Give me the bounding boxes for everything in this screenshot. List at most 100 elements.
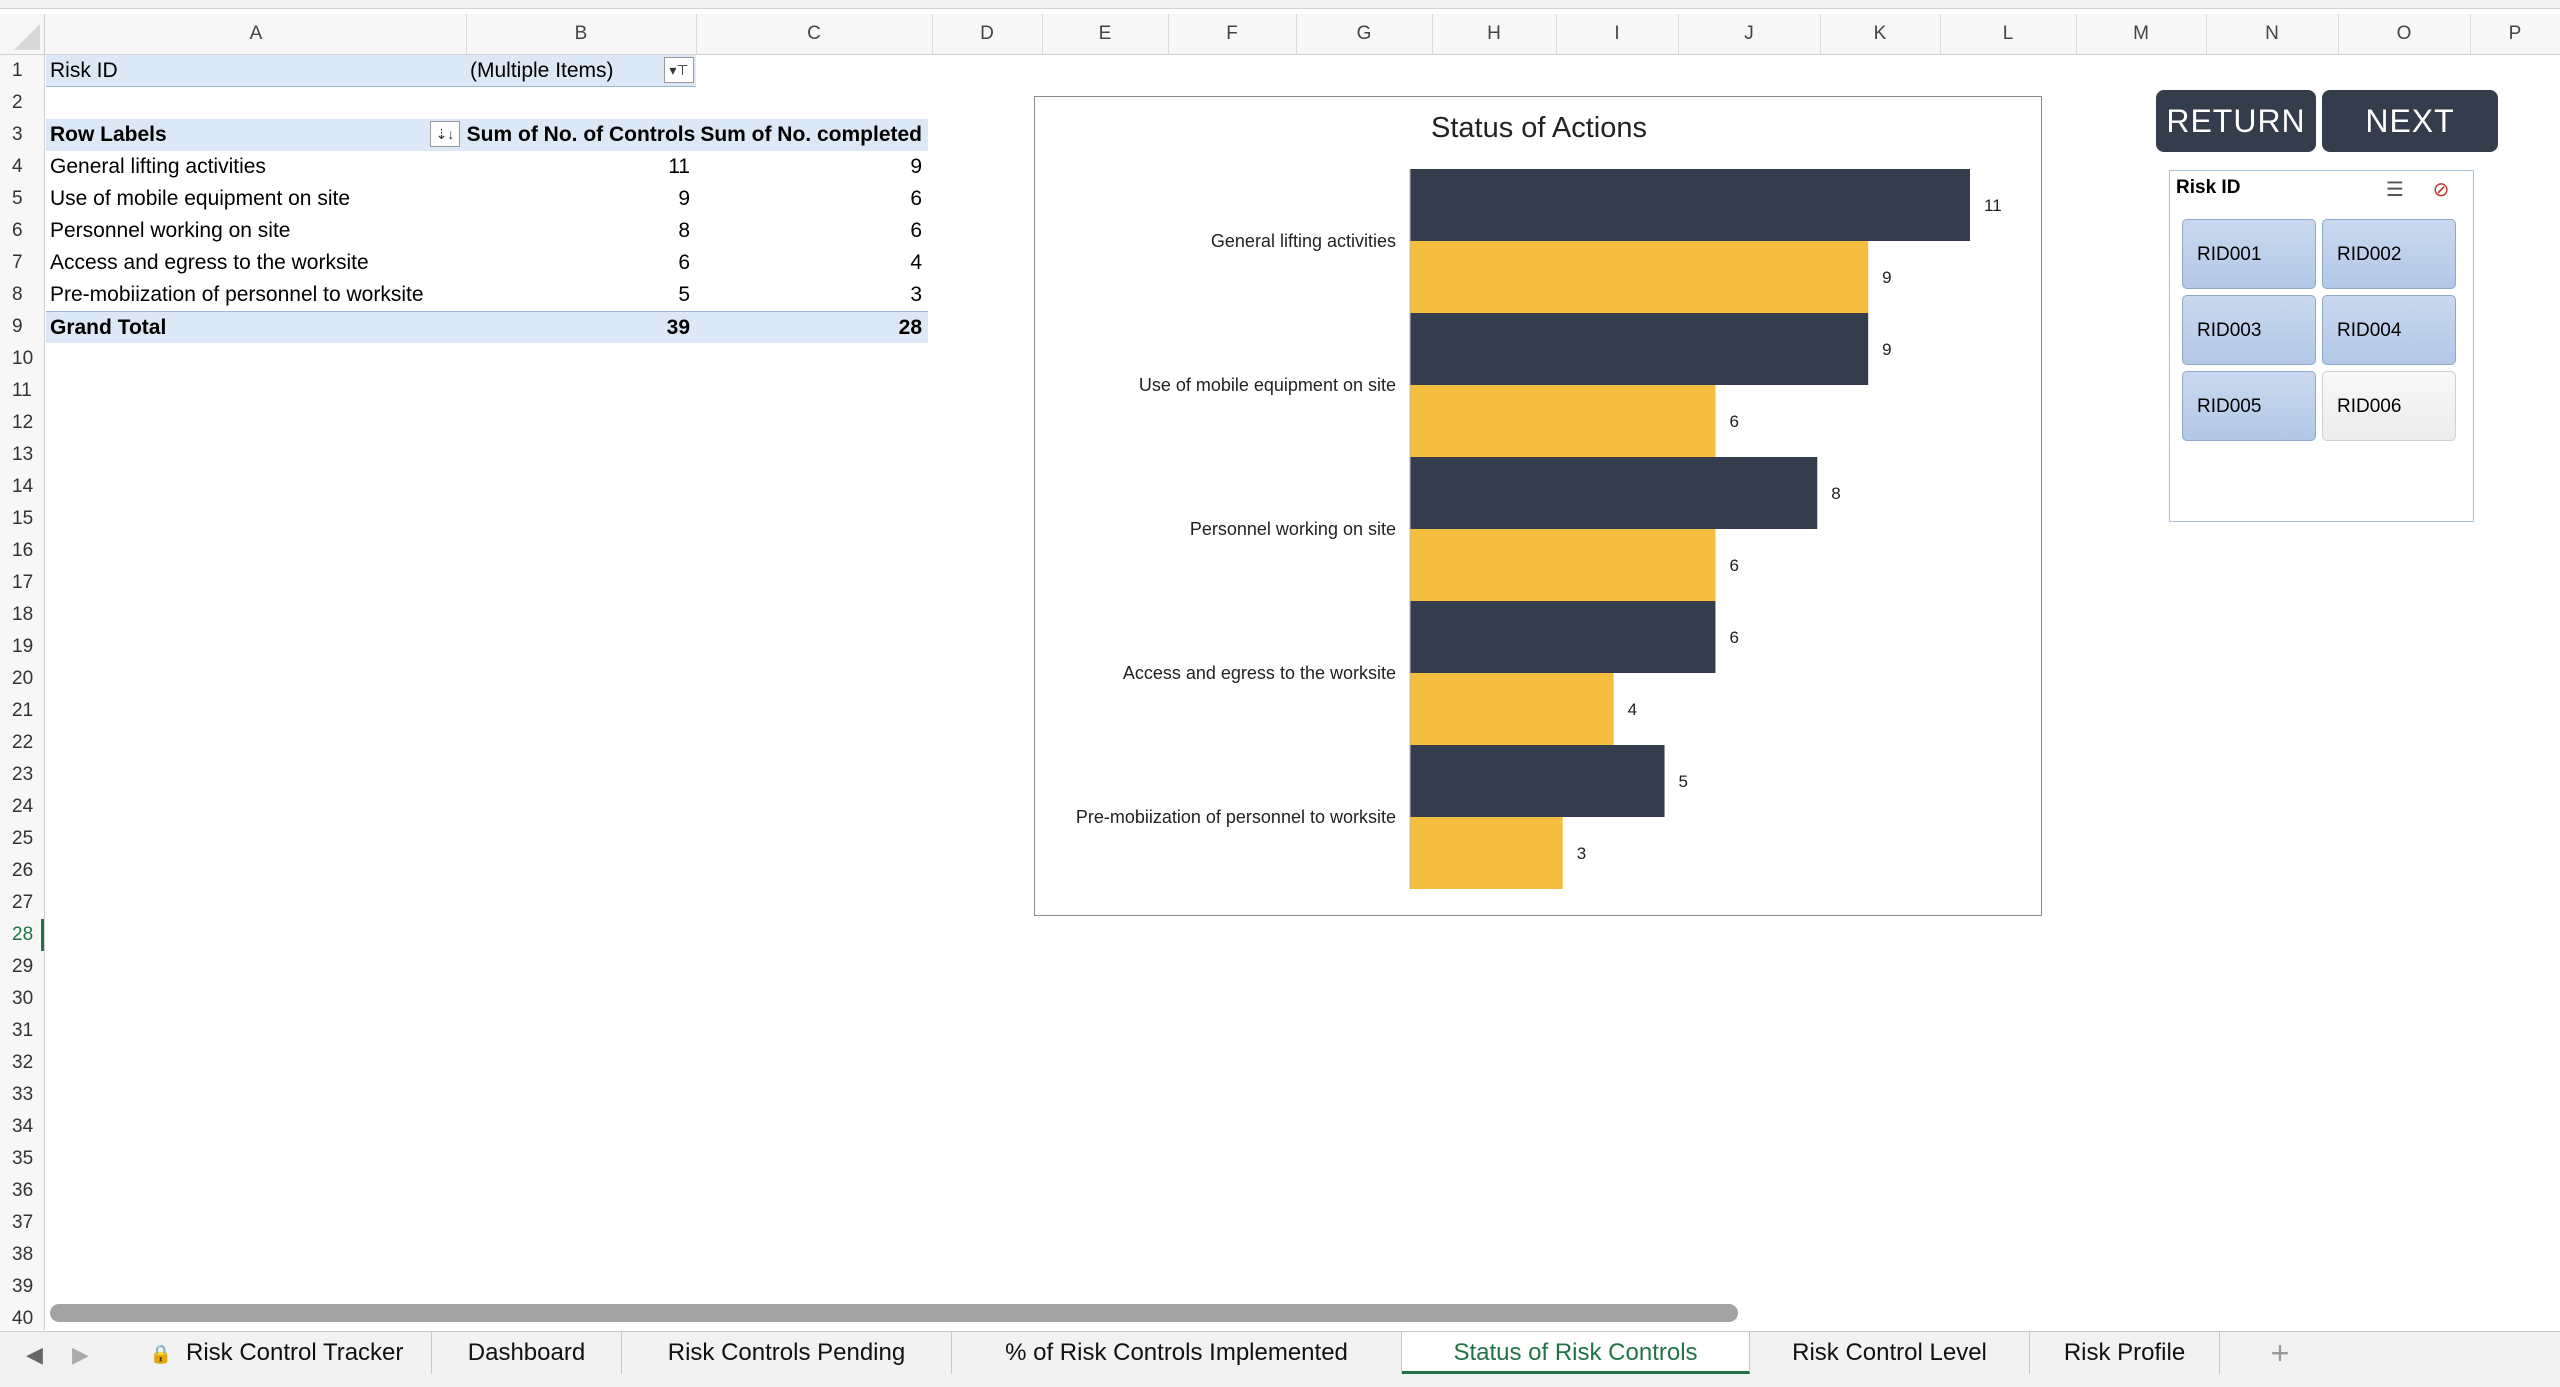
sheet-tab-risk-control-tracker[interactable]: 🔒 Risk Control Tracker: [122, 1332, 432, 1374]
row-header-31[interactable]: 31: [12, 1020, 34, 1041]
chart-bar[interactable]: [1410, 241, 1869, 313]
row-header-13[interactable]: 13: [12, 444, 34, 465]
pivot-row-controls[interactable]: 9: [678, 187, 690, 210]
pivot-row-completed[interactable]: 3: [910, 283, 922, 306]
pivot-row-label[interactable]: Pre-mobiization of personnel to worksite: [50, 283, 424, 306]
column-header-k[interactable]: K: [1820, 14, 1941, 54]
chart-bar[interactable]: [1410, 529, 1716, 601]
chart-bar[interactable]: [1410, 817, 1563, 889]
row-header-14[interactable]: 14: [12, 476, 34, 497]
next-sheet-icon[interactable]: ▶: [72, 1342, 89, 1367]
sheet-tab-dashboard[interactable]: Dashboard: [432, 1332, 622, 1374]
row-header-16[interactable]: 16: [12, 540, 34, 561]
filter-value-cell[interactable]: (Multiple Items): [466, 55, 696, 87]
column-header-m[interactable]: M: [2076, 14, 2207, 54]
row-header-32[interactable]: 32: [12, 1052, 34, 1073]
add-sheet-icon[interactable]: +: [2270, 1335, 2290, 1371]
row-header-24[interactable]: 24: [12, 796, 34, 817]
return-button[interactable]: RETURN: [2156, 90, 2316, 152]
column-header-b[interactable]: B: [466, 14, 697, 54]
pivot-row-label[interactable]: Personnel working on site: [50, 219, 291, 242]
slicer-item-rid006[interactable]: RID006: [2322, 371, 2456, 441]
row-header-26[interactable]: 26: [12, 860, 34, 881]
row-header-33[interactable]: 33: [12, 1084, 34, 1105]
row-header-28[interactable]: 28: [0, 919, 44, 951]
column-header-p[interactable]: P: [2470, 14, 2560, 54]
filter-dropdown-icon[interactable]: ▾⊤: [664, 57, 694, 83]
column-header-o[interactable]: O: [2338, 14, 2471, 54]
pivot-row-completed[interactable]: 6: [910, 219, 922, 242]
status-of-actions-chart[interactable]: Status of Actions 11 9 General lifting acti…: [1034, 96, 2042, 916]
row-header-22[interactable]: 22: [12, 732, 34, 753]
column-header-f[interactable]: F: [1168, 14, 1297, 54]
pivot-row-controls[interactable]: 11: [668, 155, 690, 178]
pivot-row-controls[interactable]: 8: [678, 219, 690, 242]
pivot-row-label[interactable]: General lifting activities: [50, 155, 266, 178]
slicer-item-rid003[interactable]: RID003: [2182, 295, 2316, 365]
row-header-6[interactable]: 6: [12, 220, 23, 241]
risk-id-slicer[interactable]: Risk ID ☰ ⊘ RID001 RID002 RID003 RID004 RID0…: [2169, 170, 2474, 522]
row-header-11[interactable]: 11: [12, 380, 32, 401]
filter-label-cell[interactable]: Risk ID: [46, 55, 466, 87]
column-header-h[interactable]: H: [1432, 14, 1557, 54]
pivot-header-controls[interactable]: Sum of No. of Controls: [466, 119, 696, 151]
pivot-header-row-labels[interactable]: Row Labels: [46, 119, 466, 151]
multi-select-icon[interactable]: ☰: [2386, 179, 2404, 201]
sheet-tab-of-risk-controls-implemented[interactable]: % of Risk Controls Implemented: [952, 1332, 1402, 1374]
pivot-row-controls[interactable]: 6: [678, 251, 690, 274]
column-header-l[interactable]: L: [1940, 14, 2077, 54]
row-header-9[interactable]: 9: [12, 316, 23, 337]
row-header-35[interactable]: 35: [12, 1148, 34, 1169]
row-header-23[interactable]: 23: [12, 764, 34, 785]
row-header-40[interactable]: 40: [12, 1308, 34, 1329]
slicer-item-rid002[interactable]: RID002: [2322, 219, 2456, 289]
chart-bar[interactable]: [1410, 601, 1716, 673]
row-header-3[interactable]: 3: [12, 124, 23, 145]
row-header-29[interactable]: 29: [12, 956, 34, 977]
pivot-row-label[interactable]: Use of mobile equipment on site: [50, 187, 350, 210]
row-header-39[interactable]: 39: [12, 1276, 34, 1297]
chart-bar[interactable]: [1410, 385, 1716, 457]
row-header-2[interactable]: 2: [12, 92, 23, 113]
row-header-7[interactable]: 7: [12, 252, 23, 273]
chart-bar[interactable]: [1410, 457, 1818, 529]
row-header-25[interactable]: 25: [12, 828, 34, 849]
row-header-34[interactable]: 34: [12, 1116, 34, 1137]
column-header-a[interactable]: A: [46, 14, 467, 54]
clear-filter-icon[interactable]: ⊘: [2432, 179, 2450, 201]
pivot-header-completed[interactable]: Sum of No. completed: [696, 119, 928, 151]
row-header-19[interactable]: 19: [12, 636, 34, 657]
slicer-item-rid004[interactable]: RID004: [2322, 295, 2456, 365]
slicer-item-rid005[interactable]: RID005: [2182, 371, 2316, 441]
row-header-36[interactable]: 36: [12, 1180, 34, 1201]
column-header-i[interactable]: I: [1556, 14, 1679, 54]
row-header-12[interactable]: 12: [12, 412, 34, 433]
column-header-c[interactable]: C: [696, 14, 933, 54]
row-header-10[interactable]: 10: [12, 348, 34, 369]
pivot-row-completed[interactable]: 6: [910, 187, 922, 210]
pivot-row-completed[interactable]: 9: [910, 155, 922, 178]
sheet-tab-risk-controls-pending[interactable]: Risk Controls Pending: [622, 1332, 952, 1374]
row-header-5[interactable]: 5: [12, 188, 23, 209]
chart-bar[interactable]: [1410, 673, 1614, 745]
pivot-row-label[interactable]: Access and egress to the worksite: [50, 251, 369, 274]
prev-sheet-icon[interactable]: ◀: [26, 1342, 43, 1367]
sheet-tab-status-of-risk-controls[interactable]: Status of Risk Controls: [1402, 1332, 1750, 1374]
row-header-37[interactable]: 37: [12, 1212, 34, 1233]
column-header-j[interactable]: J: [1678, 14, 1821, 54]
row-header-1[interactable]: 1: [12, 60, 23, 81]
column-header-n[interactable]: N: [2206, 14, 2339, 54]
row-header-17[interactable]: 17: [12, 572, 34, 593]
select-all-corner[interactable]: [0, 14, 45, 54]
row-header-15[interactable]: 15: [12, 508, 34, 529]
pivot-row-completed[interactable]: 4: [910, 251, 922, 274]
row-header-18[interactable]: 18: [12, 604, 34, 625]
column-header-d[interactable]: D: [932, 14, 1043, 54]
row-header-21[interactable]: 21: [12, 700, 34, 721]
sheet-tab-risk-control-level[interactable]: Risk Control Level: [1750, 1332, 2030, 1374]
row-header-4[interactable]: 4: [12, 156, 23, 177]
grand-total-controls[interactable]: 39: [466, 311, 696, 343]
horizontal-scrollbar[interactable]: [50, 1304, 1738, 1322]
row-header-27[interactable]: 27: [12, 892, 34, 913]
row-labels-sort-filter-icon[interactable]: ⇣↓: [430, 121, 460, 147]
